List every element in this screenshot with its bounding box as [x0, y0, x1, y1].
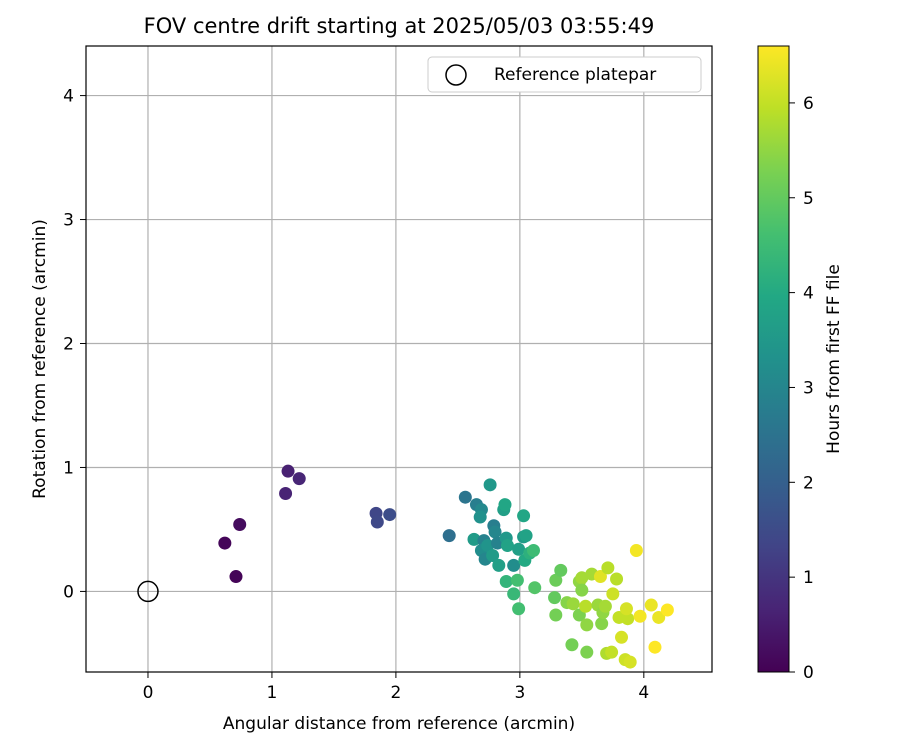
data-point: [648, 640, 662, 654]
data-point: [519, 529, 533, 543]
data-point: [548, 591, 562, 605]
data-point: [500, 539, 514, 553]
data-point: [467, 532, 481, 546]
data-point: [580, 645, 594, 659]
data-point: [619, 602, 633, 616]
data-point: [281, 464, 295, 478]
data-point: [623, 655, 637, 669]
colorbar-tick-label: 0: [803, 663, 814, 683]
data-point: [492, 558, 506, 572]
data-point: [629, 544, 643, 558]
data-point: [554, 563, 568, 577]
colorbar-tick-label: 4: [803, 284, 814, 304]
y-tick-label: 1: [63, 458, 74, 478]
data-point: [633, 609, 647, 623]
chart-title: FOV centre drift starting at 2025/05/03 …: [144, 14, 655, 38]
data-point: [615, 630, 629, 644]
x-axis-label: Angular distance from reference (arcmin): [223, 714, 575, 734]
data-point: [601, 561, 615, 575]
data-point: [512, 602, 526, 616]
data-point: [652, 610, 666, 624]
data-points: [218, 464, 674, 669]
data-point: [660, 603, 674, 617]
colorbar: 0 1 2 3 4 5 6 Hours from first FF file: [757, 45, 844, 683]
x-tick-label: 3: [514, 683, 525, 703]
x-tick-label: 1: [267, 683, 278, 703]
data-point: [566, 597, 580, 611]
data-point: [512, 542, 526, 556]
x-tick-label: 2: [390, 683, 401, 703]
colorbar-tick-label: 2: [803, 473, 814, 493]
data-point: [517, 509, 531, 523]
data-point: [458, 490, 472, 504]
data-point: [621, 612, 635, 626]
data-point: [598, 599, 612, 613]
data-point: [575, 583, 589, 597]
data-point: [233, 517, 247, 531]
data-point: [292, 472, 306, 486]
data-point: [442, 529, 456, 543]
data-point: [575, 571, 589, 585]
data-point: [595, 617, 609, 631]
data-point: [481, 539, 495, 553]
data-point: [383, 508, 397, 522]
data-point: [528, 581, 542, 595]
x-tick-label: 0: [143, 683, 154, 703]
colorbar-tick-label: 1: [803, 568, 814, 588]
colorbar-label: Hours from first FF file: [824, 264, 844, 454]
data-point: [549, 573, 563, 587]
data-point: [510, 573, 524, 587]
data-point: [370, 515, 384, 529]
data-point: [526, 544, 540, 558]
data-point: [579, 599, 593, 613]
data-point: [499, 575, 513, 589]
grid: [86, 46, 712, 672]
colorbar-gradient: [757, 45, 790, 673]
data-point: [606, 587, 620, 601]
data-point: [483, 478, 497, 492]
colorbar-tick-label: 3: [803, 378, 814, 398]
y-tick-label: 2: [63, 335, 74, 355]
legend-label: Reference platepar: [494, 65, 656, 85]
y-tick-label: 0: [63, 582, 74, 602]
data-point: [593, 570, 607, 584]
colorbar-tick-label: 6: [803, 94, 814, 114]
data-point: [473, 510, 487, 524]
data-point: [644, 598, 658, 612]
plot-frame: [85, 45, 713, 673]
data-point: [488, 525, 502, 539]
x-tick-label: 4: [638, 683, 649, 703]
legend-reference-marker: [445, 64, 467, 86]
data-point: [229, 570, 243, 584]
data-point: [218, 536, 232, 550]
data-point: [486, 548, 500, 562]
colorbar-ticks: 0 1 2 3 4 5 6: [789, 94, 814, 683]
data-point: [580, 618, 594, 632]
y-tick-label: 4: [63, 87, 74, 107]
data-point: [610, 572, 624, 586]
data-point: [498, 498, 512, 512]
data-point: [565, 638, 579, 652]
y-axis-ticks: 0 1 2 3 4: [63, 87, 86, 602]
y-tick-label: 3: [63, 211, 74, 231]
y-axis-label: Rotation from reference (arcmin): [30, 219, 50, 499]
colorbar-tick-label: 5: [803, 189, 814, 209]
data-point: [605, 645, 619, 659]
data-point: [549, 608, 563, 622]
reference-marker-layer: [137, 580, 159, 603]
reference-platepar-marker: [137, 580, 159, 603]
data-point: [507, 558, 521, 572]
legend-box: [427, 56, 702, 93]
data-point: [279, 486, 293, 500]
legend: Reference platepar: [427, 56, 702, 93]
x-axis-ticks: 0 1 2 3 4: [143, 672, 649, 703]
data-point: [507, 587, 521, 601]
